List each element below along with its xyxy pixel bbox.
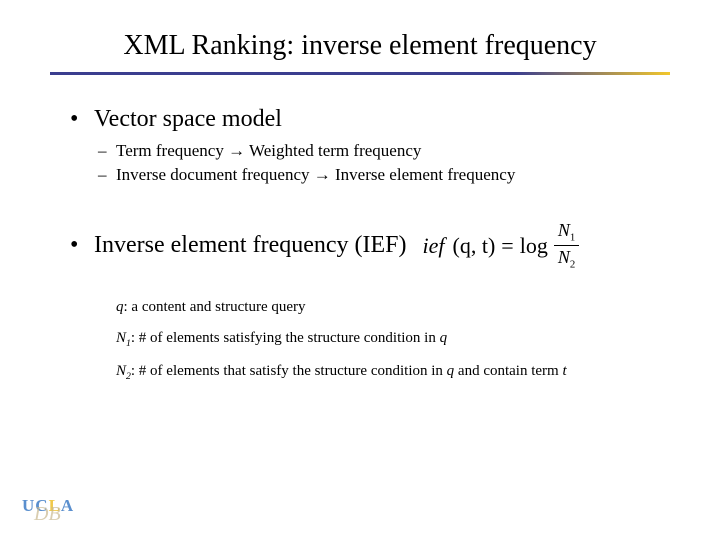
formula-den-sub: 2 bbox=[570, 259, 575, 271]
slide-title: XML Ranking: inverse element frequency bbox=[50, 30, 670, 62]
bullet-vsm-sub2: Inverse document frequency → Inverse ele… bbox=[70, 165, 670, 185]
content-area: Vector space model Term frequency → Weig… bbox=[50, 106, 670, 382]
bullet-vsm: Vector space model bbox=[70, 106, 670, 133]
formula-num: N bbox=[558, 220, 570, 240]
title-divider bbox=[50, 72, 670, 75]
def-n2-var: N bbox=[116, 363, 126, 379]
logo-db: DB bbox=[34, 508, 86, 520]
def-n2-tail: t bbox=[562, 363, 566, 379]
definitions: q: a content and structure query N1: # o… bbox=[70, 299, 670, 382]
bullet-ief: Inverse element frequency (IEF) bbox=[70, 232, 407, 259]
def-q: q: a content and structure query bbox=[116, 299, 670, 316]
ief-row: Inverse element frequency (IEF) ief (q, t… bbox=[70, 221, 670, 271]
def-n1: N1: # of elements satisfying the structu… bbox=[116, 330, 670, 349]
formula-lhs-args: (q, t) bbox=[453, 233, 496, 259]
formula-fraction: N1 N2 bbox=[554, 221, 579, 271]
def-n2-text-b: and contain term bbox=[454, 363, 562, 379]
formula-den: N bbox=[558, 247, 570, 267]
formula-num-sub: 1 bbox=[570, 232, 575, 244]
def-q-text: : a content and structure query bbox=[124, 299, 306, 315]
formula-eq: = bbox=[501, 233, 513, 259]
bullet-vsm-sub1: Term frequency → Weighted term frequency bbox=[70, 141, 670, 161]
formula-lhs-func: ief bbox=[423, 233, 445, 259]
def-n1-text: : # of elements satisfying the structure… bbox=[131, 330, 440, 346]
def-n2: N2: # of elements that satisfy the struc… bbox=[116, 363, 670, 382]
formula-log: log bbox=[520, 233, 548, 259]
ief-formula: ief(q, t) = log N1 N2 bbox=[423, 221, 580, 271]
def-n2-text-a: : # of elements that satisfy the structu… bbox=[131, 363, 447, 379]
def-n1-var: N bbox=[116, 330, 126, 346]
def-q-var: q bbox=[116, 299, 124, 315]
ucla-db-logo: UCLA DB bbox=[22, 497, 74, 526]
def-n1-tail: q bbox=[440, 330, 448, 346]
